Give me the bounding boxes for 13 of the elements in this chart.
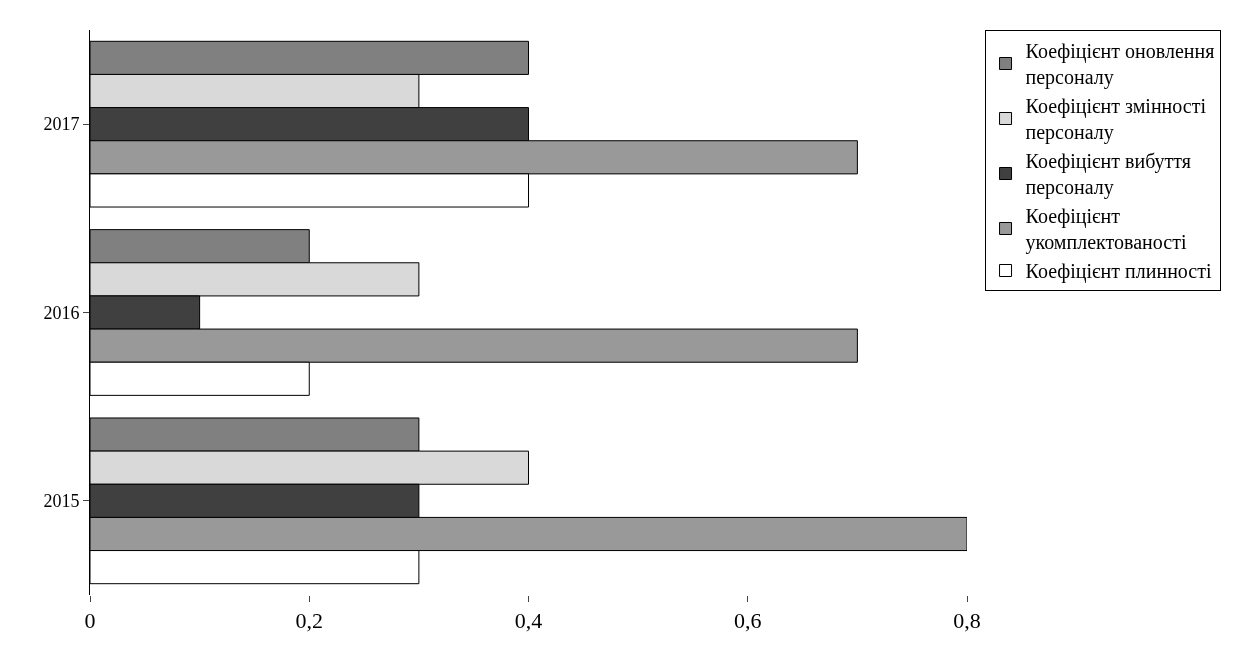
x-tick-label: 0,8 (953, 608, 981, 634)
legend-label: Коефіцієнт вибуття персоналу (1025, 150, 1192, 200)
legend-label: Коефіцієнт оновлення персоналу (1025, 40, 1215, 90)
y-tick-label: 2016 (43, 302, 80, 323)
legend-label: Коефіцієнт змінності персоналу (1025, 95, 1207, 145)
y-tick-label: 2017 (43, 114, 80, 135)
legend-label: Коефіцієнт укомплектованості (1025, 205, 1187, 255)
x-tick-label: 0,4 (514, 608, 543, 634)
x-tick-label: 0,2 (295, 608, 323, 634)
x-tick-label: 0,6 (734, 608, 762, 634)
legend-label: Коефіцієнт плинності (1025, 260, 1212, 284)
y-tick-label: 2015 (43, 491, 80, 512)
x-tick-label: 0 (84, 608, 96, 634)
